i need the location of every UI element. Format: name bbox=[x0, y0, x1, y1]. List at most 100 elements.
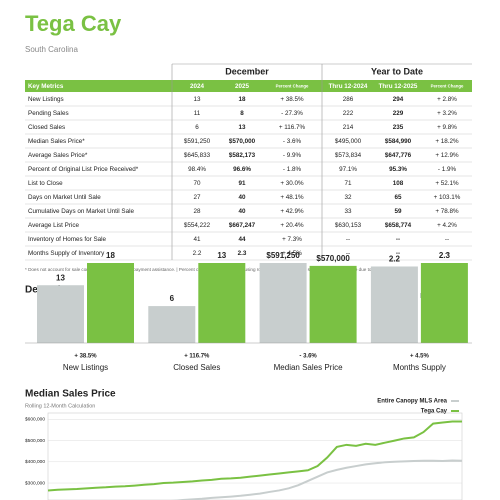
cell: -- bbox=[445, 236, 449, 243]
cell: 286 bbox=[343, 96, 354, 103]
cell: + 9.8% bbox=[437, 124, 457, 131]
cell: -- bbox=[346, 250, 350, 257]
cell: 2.3 bbox=[238, 250, 247, 257]
change-label: - 3.6% bbox=[299, 354, 317, 360]
cell: $645,833 bbox=[184, 152, 211, 159]
value-label: $570,000 bbox=[316, 254, 350, 263]
cell: - 1.9% bbox=[438, 166, 457, 173]
cell: $573,834 bbox=[335, 152, 362, 159]
subtitle: South Carolina bbox=[25, 45, 78, 54]
title: Tega Cay bbox=[25, 11, 122, 36]
cell: + 4.2% bbox=[437, 222, 457, 229]
cell: 214 bbox=[343, 124, 354, 131]
cell: $591,250 bbox=[184, 138, 211, 145]
column-header: Thru 12-2024 bbox=[329, 83, 368, 90]
cell: 33 bbox=[344, 208, 352, 215]
cell: 40 bbox=[238, 194, 246, 201]
column-header: Percent Change bbox=[431, 84, 464, 89]
bar bbox=[259, 263, 307, 343]
value-label: 2.2 bbox=[389, 255, 401, 264]
chart-subtitle: Rolling 12-Month Calculation bbox=[25, 403, 95, 409]
cell: Percent of Original List Price Received* bbox=[28, 166, 139, 173]
y-tick-label: $600,000 bbox=[25, 417, 45, 423]
cell: 91 bbox=[238, 180, 246, 187]
category-label: Closed Sales bbox=[173, 363, 220, 372]
cell: + 116.7% bbox=[279, 124, 306, 131]
bar bbox=[370, 266, 418, 343]
cell: + 42.9% bbox=[280, 208, 304, 215]
cell: 65 bbox=[394, 194, 402, 201]
cell: 11 bbox=[194, 110, 201, 117]
cell: Median Sales Price* bbox=[28, 138, 85, 145]
column-header: 2024 bbox=[190, 83, 205, 90]
cell: Average Sales Price* bbox=[28, 152, 88, 159]
plot-frame bbox=[47, 412, 463, 500]
cell: 98.4% bbox=[188, 166, 206, 173]
bar bbox=[148, 306, 196, 343]
category-label: New Listings bbox=[63, 363, 108, 372]
cell: - 9.9% bbox=[283, 152, 302, 159]
cell: 229 bbox=[393, 110, 404, 117]
cell: Pending Sales bbox=[28, 110, 69, 117]
cell: $495,000 bbox=[335, 138, 362, 145]
cell: Average List Price bbox=[28, 222, 79, 229]
cell: 97.1% bbox=[339, 166, 357, 173]
bar bbox=[420, 263, 468, 343]
cell: $658,774 bbox=[385, 222, 412, 229]
cell: + 103.1% bbox=[434, 194, 461, 201]
cell: + 30.0% bbox=[280, 180, 304, 187]
cell: 2.2 bbox=[193, 250, 202, 257]
value-label: 6 bbox=[170, 294, 175, 303]
y-tick-label: $400,000 bbox=[25, 459, 45, 465]
change-label: + 4.5% bbox=[410, 354, 430, 360]
legend-label: Tega Cay bbox=[421, 409, 448, 415]
cell: + 2.8% bbox=[437, 96, 457, 103]
cell: 222 bbox=[343, 110, 354, 117]
cell: 108 bbox=[393, 180, 404, 187]
change-label: + 38.5% bbox=[74, 354, 97, 360]
cell: 235 bbox=[393, 124, 404, 131]
cell: 70 bbox=[193, 180, 201, 187]
cell: $630,153 bbox=[335, 222, 362, 229]
cell: 96.6% bbox=[233, 166, 251, 173]
cell: - 1.8% bbox=[283, 166, 302, 173]
cell: -- bbox=[346, 236, 350, 243]
value-label: $591,250 bbox=[266, 251, 300, 260]
bar bbox=[37, 285, 84, 343]
category-label: Median Sales Price bbox=[274, 363, 343, 372]
category-label: Months Supply bbox=[393, 363, 446, 372]
cell: $667,247 bbox=[229, 222, 256, 229]
cell: $554,222 bbox=[184, 222, 211, 229]
cell: Days on Market Until Sale bbox=[28, 194, 101, 201]
cell: 95.3% bbox=[389, 166, 407, 173]
legend-label: Entire Canopy MLS Area bbox=[377, 399, 447, 405]
cell: -- bbox=[396, 236, 400, 243]
cell: Months Supply of Inventory bbox=[28, 250, 105, 257]
column-header: Key Metrics bbox=[28, 83, 64, 90]
cell: $582,173 bbox=[229, 152, 256, 159]
line-series bbox=[170, 459, 462, 500]
cell: 71 bbox=[344, 180, 352, 187]
y-tick-label: $500,000 bbox=[25, 438, 45, 444]
group-header: Year to Date bbox=[371, 66, 423, 76]
cell: 13 bbox=[193, 96, 201, 103]
cell: 41 bbox=[193, 236, 201, 243]
group-header: December bbox=[225, 66, 269, 76]
cell: Closed Sales bbox=[28, 124, 65, 131]
cell: + 38.5% bbox=[280, 96, 304, 103]
cell: + 12.9% bbox=[435, 152, 459, 159]
bar bbox=[198, 263, 246, 343]
cell: - 27.3% bbox=[281, 110, 303, 117]
cell: + 7.3% bbox=[282, 236, 302, 243]
value-label: 13 bbox=[217, 251, 226, 260]
column-header: Thru 12-2025 bbox=[379, 83, 418, 90]
bar bbox=[309, 265, 357, 343]
value-label: 2.3 bbox=[439, 251, 451, 260]
cell: 59 bbox=[394, 208, 402, 215]
cell: List to Close bbox=[28, 180, 63, 187]
cell: + 4.5% bbox=[282, 250, 302, 257]
cell: Inventory of Homes for Sale bbox=[28, 236, 107, 243]
cell: + 78.8% bbox=[435, 208, 459, 215]
header-band bbox=[25, 80, 472, 92]
cell: 27 bbox=[193, 194, 201, 201]
